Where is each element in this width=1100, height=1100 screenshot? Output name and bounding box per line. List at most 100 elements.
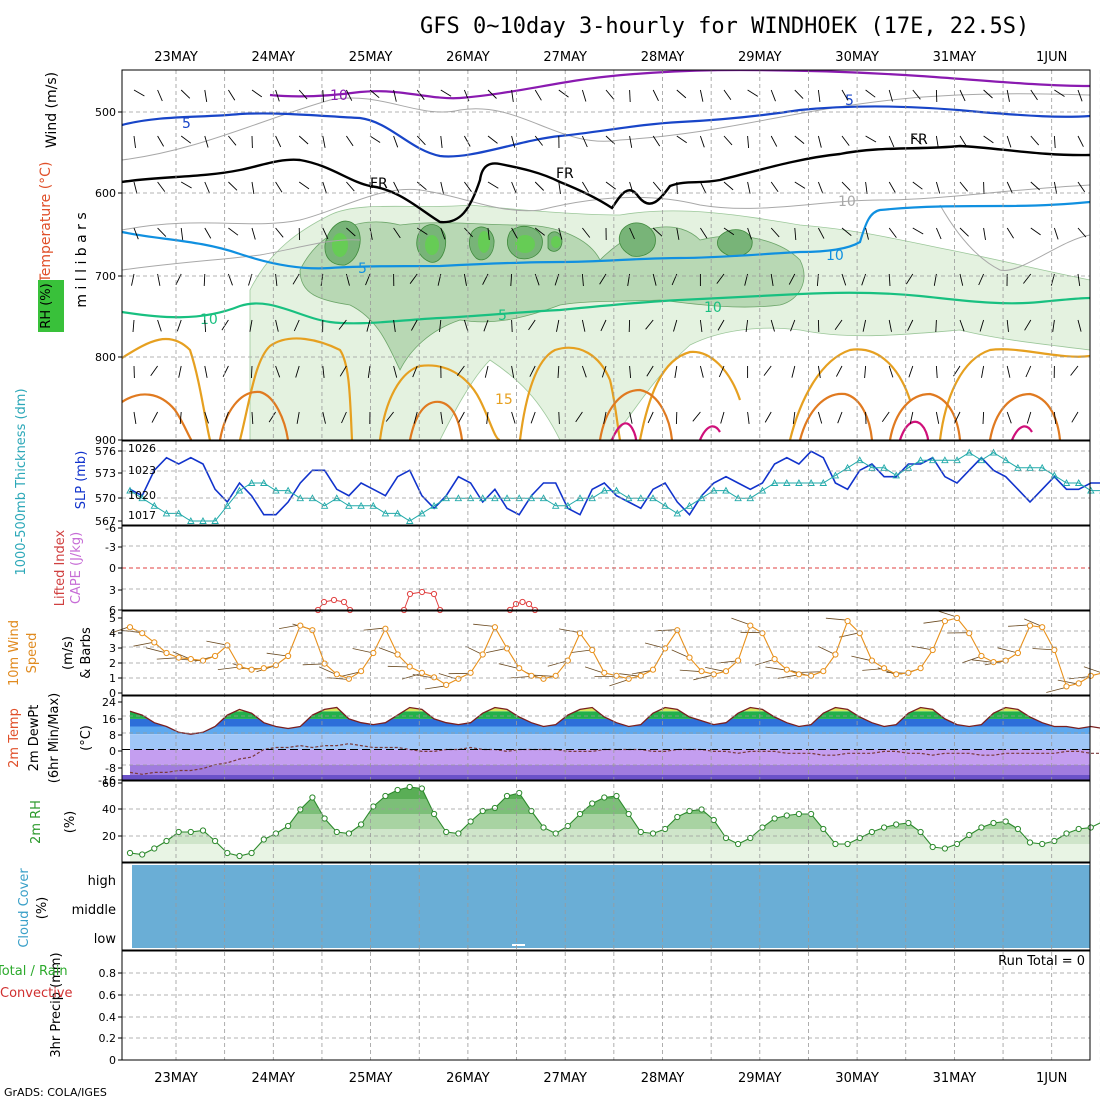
- wind10-speed-line-point: [881, 665, 888, 672]
- wind10-speed-line-point: [795, 671, 803, 678]
- wind-barb: [652, 135, 661, 147]
- wind10-speed-line-point: [929, 646, 936, 654]
- upper-legend-temp: Temperature (°C): [38, 162, 54, 284]
- thickness-line-point: [965, 448, 973, 456]
- wind-barb: [817, 365, 821, 378]
- thickness-tick-label: 567: [95, 515, 116, 528]
- wind10-speed-line-point: [187, 656, 194, 663]
- wind-barb: [179, 411, 182, 425]
- rh-line-point: [893, 821, 900, 828]
- slp-tick-label: 1023: [128, 464, 156, 477]
- wind-barb: [413, 411, 418, 424]
- thickness-line-point: [1038, 463, 1046, 471]
- wind10-speed-line-point: [175, 654, 182, 661]
- rh-line-point: [868, 828, 876, 836]
- wind-barb: [534, 135, 543, 146]
- temp-tick-label: 16: [102, 713, 116, 726]
- wind-barb: [322, 181, 327, 194]
- wind10-speed-line-point: [467, 669, 474, 676]
- wind-barb: [180, 181, 192, 189]
- cloud-unit: (%): [35, 897, 50, 920]
- wind-barb: [484, 365, 489, 378]
- upper-legend-rh: RH (%): [39, 283, 54, 328]
- wind-barb: [601, 365, 607, 378]
- wind10-speed-line-point: [589, 646, 596, 654]
- wind-barb: [599, 273, 607, 285]
- wind10-speed-line-point: [649, 666, 657, 673]
- wind-barb: [905, 273, 914, 285]
- rh-line-point: [175, 828, 182, 836]
- date-label-bottom: 27MAY: [543, 1071, 587, 1086]
- wind-barb: [581, 365, 587, 378]
- wind-barb: [646, 365, 654, 377]
- thickness-line-point: [564, 501, 572, 509]
- cape-tick-label: 6: [109, 604, 116, 617]
- wind10-barb: [825, 617, 848, 621]
- wind10-barb: [971, 659, 994, 663]
- wind-barb: [600, 319, 607, 332]
- wind10-barb: [340, 671, 362, 677]
- wind-barb: [1030, 227, 1041, 236]
- wind-barb: [487, 227, 490, 240]
- cape-bump-1-point: [406, 590, 414, 598]
- wind10-barb: [1057, 679, 1079, 685]
- rh-line-point: [248, 849, 255, 857]
- rh-line-point: [576, 810, 584, 818]
- thickness-line-point: [758, 486, 767, 494]
- rh-line-point: [978, 824, 985, 831]
- thickness-label: 1000-500mb Thickness (dm): [14, 388, 29, 575]
- rh-line-point: [966, 831, 973, 839]
- cloud-cover-fill: [132, 865, 1090, 948]
- wind-barb: [841, 181, 851, 191]
- thickness-line-point: [783, 479, 791, 486]
- date-labels: 23MAY 23MAY 24MAY 24MAY 25MAY 25MAY 26MAY 26MAY…: [154, 50, 1067, 1086]
- wind-barb: [581, 273, 584, 287]
- wind-barb: [180, 135, 192, 144]
- wind10-speed-line-point: [832, 651, 839, 658]
- rh-line-point: [564, 822, 571, 830]
- wind10-barb: [962, 655, 982, 664]
- rh-line-point: [759, 824, 766, 831]
- thickness-line: [129, 452, 1100, 522]
- thickness-line-point: [126, 486, 134, 494]
- thickness-line-point: [1062, 479, 1071, 486]
- wind10-barb: [655, 629, 678, 632]
- wind-barb: [575, 411, 583, 423]
- thickness-line-point: [199, 517, 207, 524]
- wind-barb: [133, 227, 139, 240]
- wind10-speed-line-point: [990, 659, 997, 666]
- wind-barb: [629, 365, 632, 379]
- thickness-line-point: [831, 471, 840, 479]
- cape-bump-2-point: [512, 600, 520, 608]
- temp-line: [129, 706, 1100, 735]
- thickness-line-point: [685, 501, 694, 509]
- wind10-speed-line-point: [844, 618, 851, 625]
- wind10-speed-line-point: [978, 652, 985, 660]
- wind-barb: [511, 89, 514, 102]
- wind10-speed-line-point: [248, 666, 255, 673]
- wind10-speed-line-point: [722, 668, 730, 675]
- precip-tick-label: 0.8: [99, 967, 117, 980]
- wind-barb: [204, 181, 210, 194]
- wind-barb: [534, 89, 542, 101]
- wind-barb: [558, 89, 569, 98]
- rh-line-point: [589, 800, 596, 807]
- wind10-speed-line-point: [260, 665, 267, 672]
- wind-barb: [393, 365, 398, 378]
- rh-line-point: [686, 807, 693, 815]
- wind-barb: [834, 319, 843, 331]
- lifted-index-label: Lifted Index: [53, 529, 68, 606]
- rh-tick-label: 60: [102, 777, 116, 790]
- contour-25: [610, 420, 1033, 440]
- wind10-barb: [387, 665, 410, 668]
- wind-barb: [133, 135, 136, 148]
- wind-barb: [528, 319, 536, 331]
- wind-barb: [652, 181, 662, 192]
- wind10-barb: [644, 642, 666, 649]
- wind10-barb: [465, 645, 483, 655]
- thickness-line-point: [600, 486, 609, 494]
- wind10-speed-line-point: [1026, 622, 1034, 629]
- rh-line-point: [771, 815, 778, 822]
- rh-line-point: [382, 792, 389, 800]
- wind10-unit: (m/s): [61, 636, 76, 670]
